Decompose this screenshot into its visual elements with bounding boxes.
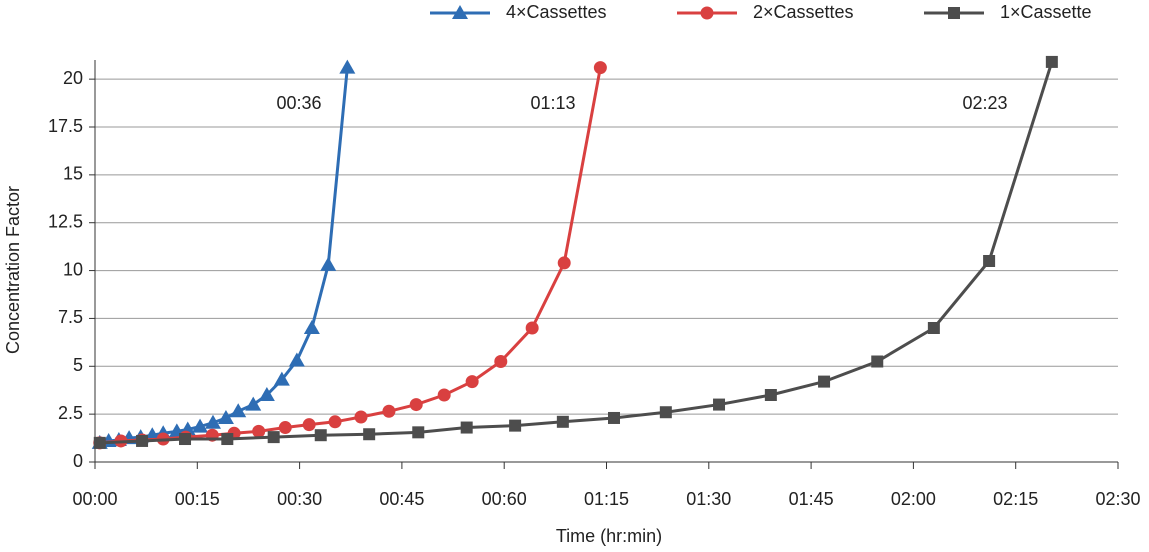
y-tick-label: 20 [63, 68, 83, 88]
marker [204, 414, 221, 429]
x-tick-label: 00:15 [175, 489, 220, 509]
marker [608, 411, 621, 424]
x-tick-label: 00:30 [277, 489, 322, 509]
marker [303, 320, 320, 334]
x-tick-label: 01:45 [789, 489, 834, 509]
x-tick-label: 02:30 [1095, 489, 1140, 509]
marker [245, 396, 262, 411]
x-tick-label: 02:00 [891, 489, 936, 509]
marker [339, 59, 356, 74]
x-axis-title: Time (hr:min) [556, 526, 662, 546]
marker [460, 421, 473, 434]
y-tick-label: 7.5 [58, 307, 83, 327]
x-tick-label: 00:45 [379, 489, 424, 509]
x-tick-label: 01:15 [584, 489, 629, 509]
marker [221, 433, 234, 446]
y-tick-label: 0 [73, 451, 83, 471]
marker [509, 419, 522, 432]
series-line [99, 67, 602, 445]
marker [314, 429, 327, 442]
marker [659, 406, 672, 419]
marker [267, 431, 280, 444]
marker [192, 418, 209, 433]
marker [363, 428, 376, 441]
legend-label: 1×Cassette [1000, 2, 1092, 22]
marker [713, 398, 726, 411]
marker [437, 388, 451, 402]
y-tick-label: 5 [73, 355, 83, 375]
annotation: 00:36 [276, 93, 321, 113]
series-line [99, 67, 349, 445]
marker [556, 415, 569, 428]
x-tick-label: 01:30 [686, 489, 731, 509]
x-tick-label: 00:60 [482, 489, 527, 509]
y-tick-label: 15 [63, 164, 83, 184]
marker [983, 255, 996, 267]
marker [230, 403, 247, 418]
marker [320, 256, 337, 271]
marker [409, 398, 423, 412]
legend-marker [700, 6, 714, 20]
marker [93, 436, 106, 449]
legend-label: 4×Cassettes [506, 2, 607, 22]
marker [179, 433, 192, 446]
annotation: 01:13 [530, 93, 575, 113]
marker [273, 371, 290, 386]
marker [328, 415, 342, 429]
marker [412, 426, 425, 439]
series-line [99, 61, 1054, 445]
y-tick-label: 17.5 [48, 116, 83, 136]
marker [871, 355, 884, 368]
x-tick-label: 02:15 [993, 489, 1038, 509]
marker [1045, 55, 1058, 68]
legend-marker [948, 7, 960, 19]
marker [593, 61, 607, 75]
marker [136, 434, 149, 447]
y-tick-label: 2.5 [58, 403, 83, 423]
annotation: 02:23 [962, 93, 1007, 113]
x-tick-label: 00:00 [72, 489, 117, 509]
marker [525, 321, 539, 335]
marker [278, 421, 292, 435]
marker [382, 404, 396, 418]
marker [927, 322, 940, 334]
legend-marker [452, 5, 468, 19]
marker [288, 352, 305, 367]
marker [258, 387, 275, 401]
marker [764, 389, 777, 401]
y-tick-label: 12.5 [48, 211, 83, 231]
marker [818, 375, 831, 388]
marker [494, 355, 508, 368]
legend-label: 2×Cassettes [753, 2, 854, 22]
marker [217, 409, 234, 424]
marker [252, 424, 266, 438]
y-axis-title: Concentration Factor [3, 186, 23, 354]
y-tick-label: 10 [63, 259, 83, 279]
marker [354, 410, 368, 424]
marker [465, 375, 479, 389]
marker [302, 418, 316, 432]
marker [557, 256, 571, 270]
